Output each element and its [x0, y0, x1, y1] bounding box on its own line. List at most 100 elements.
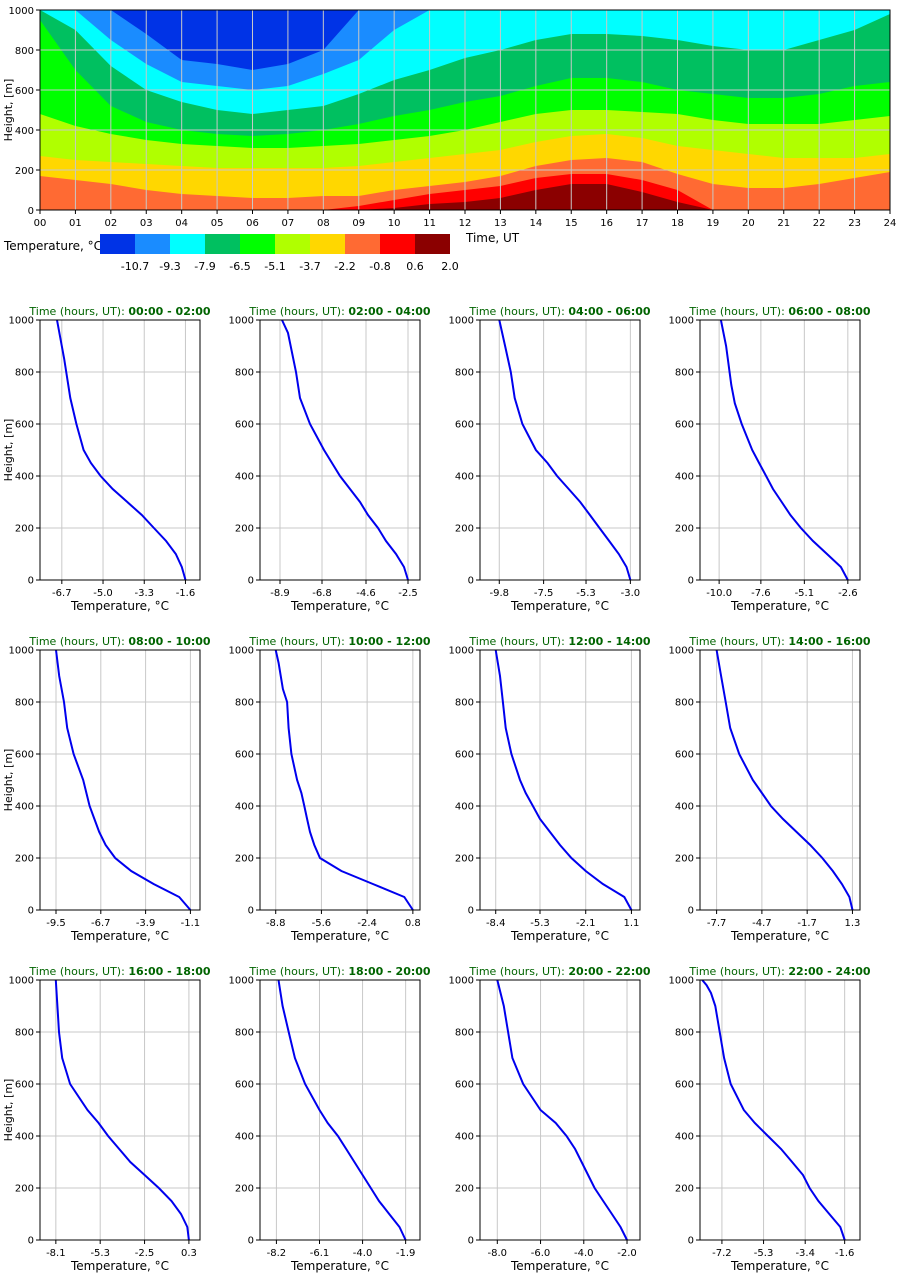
profile-ytick-label: 200: [15, 524, 34, 535]
profile-title-range: 18:00 - 20:00: [348, 965, 431, 978]
profile-ytick-label: 200: [15, 854, 34, 865]
profile-ytick-label: 600: [455, 420, 474, 431]
profile-xtick-label: -6.7: [91, 918, 111, 929]
legend-swatch: [100, 234, 135, 254]
profile-title-prefix: Time (hours, UT):: [468, 305, 568, 318]
profile-frame: [259, 979, 421, 1241]
profile-xtick-label: -5.3: [90, 1248, 110, 1259]
heatmap-ytick-label: 0: [28, 206, 34, 217]
profile-ytick-label: 200: [675, 524, 694, 535]
profile-title-range: 16:00 - 18:00: [128, 965, 211, 978]
temperature-profile-line: [56, 319, 187, 581]
profile-ytick-label: 0: [248, 1236, 254, 1247]
profile-ytick-label: 1000: [9, 976, 34, 987]
profile-xtick-label: -7.7: [707, 918, 727, 929]
legend-swatch: [310, 234, 345, 254]
profile-ytick-label: 200: [675, 1184, 694, 1195]
profile-ytick-label: 200: [15, 1184, 34, 1195]
legend-swatch: [275, 234, 310, 254]
profile-ytick-label: 800: [15, 698, 34, 709]
legend-label: -7.9: [194, 260, 215, 273]
temperature-profile-line: [496, 979, 628, 1241]
profile-frame: [699, 979, 861, 1241]
profile-ytick-label: 1000: [449, 316, 474, 327]
profile-ytick-label: 600: [235, 750, 254, 761]
profile-ytick-label: 600: [15, 1080, 34, 1091]
profile-xlabel: Temperature, °C: [70, 599, 169, 613]
profile-xtick-label: 1.1: [623, 918, 639, 929]
profile-panel: 0 200 400 600 800 1000 -10.0 -7.6 -5.1 -2.6 Time (…: [669, 305, 871, 613]
profile-ytick-label: 800: [235, 1028, 254, 1039]
profile-ytick-label: 400: [675, 472, 694, 483]
profile-xtick-label: -4.0: [353, 1248, 373, 1259]
profile-xtick-label: -4.6: [356, 588, 376, 599]
profile-ytick-label: 0: [28, 906, 34, 917]
heatmap-xtick-label: 07: [282, 218, 295, 229]
profile-ytick-label: 400: [455, 802, 474, 813]
profile-title: Time (hours, UT): 06:00 - 08:00: [688, 305, 871, 318]
profile-xlabel: Temperature, °C: [290, 599, 389, 613]
profile-xtick-label: -9.5: [46, 918, 66, 929]
heatmap-xtick-label: 10: [388, 218, 401, 229]
legend-label: 0.6: [406, 260, 424, 273]
profile-ylabel: Height, [m]: [2, 1079, 15, 1142]
temperature-profile-line: [55, 649, 192, 911]
profile-xtick-label: -3.3: [134, 588, 154, 599]
heatmap-xtick-label: 00: [34, 218, 47, 229]
profile-panel: 0 200 400 600 800 1000 -7.2 -5.3 -3.4 -1.6 Time (h…: [669, 965, 871, 1273]
legend-label: -9.3: [159, 260, 180, 273]
heatmap-xtick-label: 06: [246, 218, 259, 229]
profile-xtick-label: -2.5: [135, 1248, 155, 1259]
profile-ytick-label: 800: [15, 368, 34, 379]
profile-ytick-label: 600: [675, 1080, 694, 1091]
profile-title-range: 20:00 - 22:00: [568, 965, 651, 978]
profile-xtick-label: -3.9: [136, 918, 156, 929]
temperature-profile-line: [274, 649, 414, 911]
profile-ytick-label: 400: [675, 802, 694, 813]
profile-title: Time (hours, UT): 02:00 - 04:00: [248, 305, 431, 318]
heatmap-xtick-label: 02: [104, 218, 117, 229]
profile-ytick-label: 1000: [669, 316, 694, 327]
profile-ylabel: Height, [m]: [2, 749, 15, 812]
heatmap-xtick-label: 22: [813, 218, 826, 229]
profile-xtick-label: -4.0: [574, 1248, 594, 1259]
profile-title-range: 10:00 - 12:00: [348, 635, 431, 648]
profile-xtick-label: -1.6: [835, 1248, 855, 1259]
profile-xtick-label: -2.5: [398, 588, 418, 599]
legend-swatch: [240, 234, 275, 254]
heatmap-xtick-label: 05: [211, 218, 224, 229]
profile-ytick-label: 200: [235, 854, 254, 865]
profile-ytick-label: 0: [28, 1236, 34, 1247]
legend-swatch: [135, 234, 170, 254]
profile-ytick-label: 200: [455, 1184, 474, 1195]
profile-xtick-label: -3.0: [621, 588, 641, 599]
profile-xtick-label: -3.4: [795, 1248, 815, 1259]
profile-panel: 0 200 400 600 800 1000 -9.8 -7.5 -5.3 -3.0 Time (h…: [449, 305, 651, 613]
profile-xlabel: Temperature, °C: [290, 929, 389, 943]
profile-ytick-label: 400: [235, 1132, 254, 1143]
profile-panel: 0 200 400 600 800 1000 -8.8 -5.6 -2.4 0.8 Time (ho…: [229, 635, 431, 943]
temperature-profile-line: [494, 649, 633, 911]
profile-xtick-label: -2.6: [838, 588, 858, 599]
profile-frame: [479, 649, 641, 911]
profile-xlabel: Temperature, °C: [730, 1259, 829, 1273]
profile-ytick-label: 600: [675, 750, 694, 761]
profile-title: Time (hours, UT): 12:00 - 14:00: [468, 635, 651, 648]
profile-xtick-label: -4.7: [752, 918, 772, 929]
profile-ytick-label: 800: [455, 698, 474, 709]
temperature-profile-line: [701, 979, 846, 1241]
heatmap-xtick-label: 03: [140, 218, 153, 229]
heatmap-xtick-label: 04: [175, 218, 188, 229]
profile-title-prefix: Time (hours, UT):: [28, 305, 128, 318]
legend-label: -2.2: [334, 260, 355, 273]
profile-ytick-label: 200: [675, 854, 694, 865]
temperature-profile-line: [498, 319, 632, 581]
profile-xtick-label: -6.7: [52, 588, 72, 599]
profile-ytick-label: 0: [688, 906, 694, 917]
temperature-profile-line: [54, 979, 190, 1241]
profile-ytick-label: 400: [235, 802, 254, 813]
profile-ytick-label: 800: [455, 1028, 474, 1039]
profile-xtick-label: -5.3: [754, 1248, 774, 1259]
profile-xtick-label: -1.6: [176, 588, 196, 599]
profile-xlabel: Temperature, °C: [70, 1259, 169, 1273]
